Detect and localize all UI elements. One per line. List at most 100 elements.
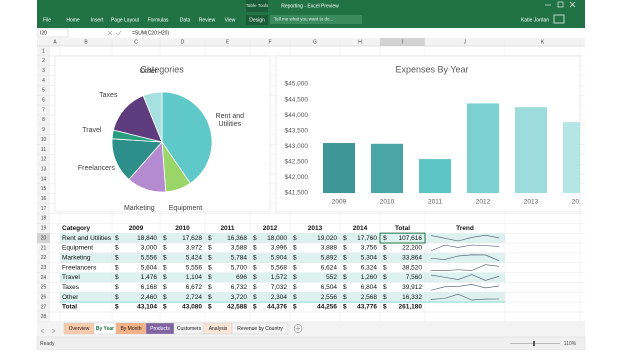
currency-symbol: $ [343,264,347,271]
table-band [60,292,505,303]
sheet-tab-label[interactable]: Analysis [209,326,228,332]
row-number: 11 [41,147,46,153]
sheet-tab[interactable] [231,322,289,335]
currency-symbol: $ [293,284,297,291]
maximize-button[interactable] [557,1,564,8]
name-box-text[interactable]: I20 [40,30,47,36]
bar [323,143,355,193]
share-icon[interactable] [553,14,565,24]
total-cell: 33,864 [402,254,422,261]
name-box[interactable] [37,28,69,38]
currency-symbol: $ [343,245,347,252]
column-header-band [37,38,585,46]
y-tick-label: $44,000 [285,112,309,119]
currency-symbol: $ [163,264,167,271]
currency-symbol: $ [293,304,297,311]
formula-text[interactable]: =SUM(C20:H20) [132,30,169,36]
user-name[interactable]: Katie Jordan [521,17,549,23]
bar [419,159,451,193]
zoom-level[interactable]: 110% [564,341,577,347]
ribbon-tab[interactable]: File [43,17,51,23]
pie-label: Marketing [123,205,155,213]
value-cell: 44,256 [317,304,337,311]
pie-label: Equipment [168,204,203,212]
total-cell: 16,332 [402,294,422,301]
currency-symbol: $ [208,245,212,252]
value-cell: 1,572 [271,274,288,281]
value-cell: 1,104 [186,274,203,281]
context-tab-label: Table Tools [246,3,269,8]
row-number: 1 [42,48,45,54]
row-number: 22 [41,255,47,261]
currency-symbol: $ [293,235,297,242]
currency-symbol: $ [253,284,257,291]
value-cell: 42,588 [227,304,247,311]
value-cell: 16,368 [227,235,247,242]
value-cell: 7,032 [271,284,288,291]
search-text[interactable]: Tell me what you want to do... [274,17,333,22]
column-letter: G [313,39,317,45]
add-sheet-button[interactable] [293,324,303,333]
value-cell: 3,756 [361,245,378,252]
currency-symbol: $ [293,254,297,261]
currency-symbol: $ [253,294,257,301]
add-sheet-plus[interactable] [296,326,300,331]
ribbon-tab[interactable]: Home [66,17,80,23]
ribbon-tab[interactable]: View [225,17,236,23]
ribbon-tab[interactable]: Insert [91,17,104,23]
ribbon-tab[interactable]: Page Layout [111,17,140,23]
close-button[interactable] [569,1,576,8]
active-tab[interactable] [246,15,268,25]
sheet-tab-label[interactable]: Products [150,326,170,332]
zoom-thumb[interactable] [533,341,535,346]
category-cell: Rent and Utilities [62,235,112,242]
tab-nav[interactable] [40,328,56,334]
total-cell: 107,616 [399,235,423,242]
value-cell: 17,760 [357,235,377,242]
row-number: 6 [42,98,45,104]
ribbon-tab[interactable]: Review [199,17,216,23]
ribbon-tab[interactable]: Data [180,17,191,23]
currency-symbol: $ [293,264,297,271]
row-number: 9 [42,127,45,133]
table-header: Trend [456,225,474,232]
value-cell: 2,304 [271,294,288,301]
sheet-tab-label[interactable]: Customers [177,326,202,332]
ribbon-tab[interactable]: Formulas [148,17,169,23]
status-mode: Ready [40,341,55,347]
y-tick-label: $43,000 [285,143,309,150]
bar [515,107,547,193]
value-cell: 3,996 [271,245,288,252]
category-cell: Freelancers [62,264,97,271]
currency-symbol: $ [208,304,212,311]
row-number: 19 [41,226,47,232]
row-number: 21 [41,245,47,251]
chart-title: Categories [140,64,184,74]
bar [467,103,499,193]
currency-symbol: $ [253,274,257,281]
ribbon-tab[interactable]: Design [249,17,265,23]
search-box[interactable] [270,15,362,24]
row-number: 17 [41,206,47,212]
currency-symbol: $ [163,235,167,242]
table-header: 2010 [175,225,190,232]
x-tick-label: 2009 [332,199,347,206]
sheet-tab-label[interactable]: Overview [69,326,90,332]
currency-symbol: $ [293,274,297,281]
total-cell: 39,912 [402,284,422,291]
column-letter: K [541,39,545,45]
row-number: 5 [42,88,45,94]
row-number: 23 [41,265,47,271]
value-cell: 17,628 [182,235,202,242]
sheet-tab-label[interactable]: By Month [120,326,141,332]
currency-symbol: $ [383,235,387,242]
sheet-tab-label[interactable]: By Year [96,326,114,332]
formula-icons[interactable] [107,30,122,36]
bar-plot: 2009 2010 2011 2012 2013 2014 [323,103,580,206]
currency-symbol: $ [383,304,387,311]
value-cell: 2,460 [141,294,158,301]
sheet-tab-label[interactable]: Revenue by Country [237,326,283,332]
total-cell: 22,200 [402,245,422,252]
value-cell: 18,000 [267,235,287,242]
